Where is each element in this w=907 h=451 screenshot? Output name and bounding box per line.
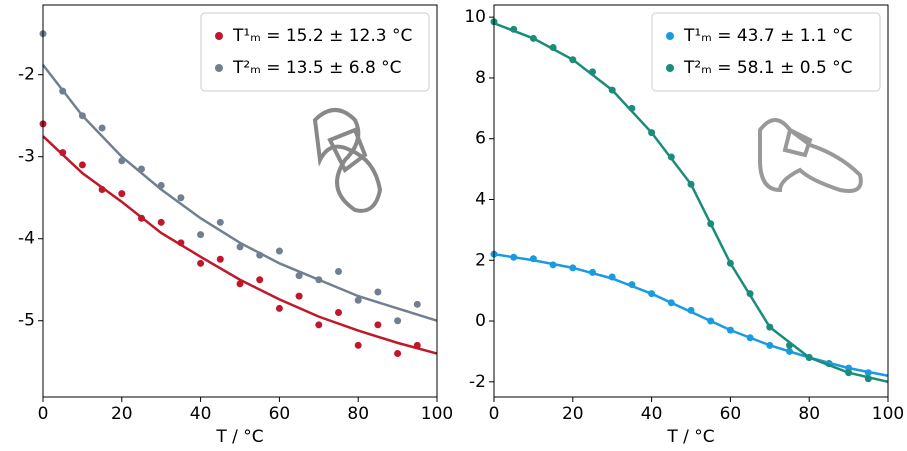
legend-label: T¹ₘ = 15.2 ± 12.3 °C xyxy=(232,26,412,46)
point xyxy=(374,288,382,296)
legend: T¹ₘ = 43.7 ± 1.1 °C T²ₘ = 58.1 ± 0.5 °C xyxy=(651,12,881,92)
point xyxy=(394,317,402,325)
legend-label: T²ₘ = 58.1 ± 0.5 °C xyxy=(683,58,853,78)
point xyxy=(275,247,283,255)
fit-line xyxy=(42,64,438,322)
point xyxy=(354,296,362,304)
point xyxy=(374,321,382,329)
point xyxy=(216,218,224,226)
point xyxy=(335,268,342,276)
plot-frame xyxy=(493,4,889,398)
point xyxy=(413,300,421,308)
legend-marker xyxy=(666,32,674,40)
x-tick-label: 40 xyxy=(641,404,663,424)
point xyxy=(354,341,362,349)
point xyxy=(394,350,402,358)
point xyxy=(98,124,106,132)
point xyxy=(78,161,86,169)
y-tick-label: 4 xyxy=(475,189,486,209)
legend-marker xyxy=(666,64,674,72)
y-tick-label: -3 xyxy=(18,147,35,167)
y-tick-label: 8 xyxy=(475,68,486,88)
y-tick-label: 2 xyxy=(475,250,486,270)
point xyxy=(256,276,264,284)
y-tick-label: -2 xyxy=(18,65,35,85)
y-tick-label: -2 xyxy=(469,372,486,392)
protein-right xyxy=(758,118,863,193)
legend-label: T²ₘ = 13.5 ± 6.8 °C xyxy=(232,58,402,78)
x-tick-label: 0 xyxy=(489,404,500,424)
point xyxy=(315,321,323,329)
point xyxy=(295,272,303,280)
plot-frame xyxy=(42,4,438,398)
point xyxy=(177,194,185,202)
point xyxy=(275,304,283,312)
x-tick-label: 80 xyxy=(798,404,820,424)
legend-marker xyxy=(215,64,223,72)
x-tick-label: 100 xyxy=(421,404,453,424)
point xyxy=(236,243,244,251)
point xyxy=(197,259,205,267)
x-tick-label: 100 xyxy=(872,404,904,424)
protein-left xyxy=(312,108,383,213)
point xyxy=(197,231,205,239)
legend: T¹ₘ = 15.2 ± 12.3 °C T²ₘ = 13.5 ± 6.8 °C xyxy=(200,12,430,92)
y-tick-label: 10 xyxy=(464,7,486,27)
x-tick-label: 60 xyxy=(269,404,291,424)
point xyxy=(216,255,224,263)
panel: 0 20 40 60 80 100 -5 -4 -3 -2 T / °C T¹ₘ = 15.2 ± 1… xyxy=(18,4,453,447)
x-tick-label: 80 xyxy=(347,404,369,424)
point xyxy=(236,280,244,288)
fit-line xyxy=(493,22,889,384)
fit-line xyxy=(42,135,438,355)
x-tick-label: 0 xyxy=(38,404,49,424)
x-axis-label: T / °C xyxy=(666,427,714,447)
y-tick-label: 6 xyxy=(475,129,486,149)
x-tick-label: 60 xyxy=(720,404,742,424)
legend-box xyxy=(200,12,430,92)
point xyxy=(335,309,342,317)
legend-label: T¹ₘ = 43.7 ± 1.1 °C xyxy=(683,26,853,46)
y-tick-label: -5 xyxy=(18,311,35,331)
point xyxy=(157,218,165,226)
legend-box xyxy=(651,12,881,92)
x-tick-label: 40 xyxy=(190,404,212,424)
x-axis-label: T / °C xyxy=(215,427,263,447)
point xyxy=(118,190,126,198)
x-tick-label: 20 xyxy=(562,404,584,424)
fit-line xyxy=(493,252,889,377)
y-tick-label: 0 xyxy=(475,311,486,331)
point xyxy=(295,292,303,300)
x-tick-label: 20 xyxy=(111,404,133,424)
legend-marker xyxy=(215,32,223,40)
y-tick-label: -4 xyxy=(18,229,35,249)
